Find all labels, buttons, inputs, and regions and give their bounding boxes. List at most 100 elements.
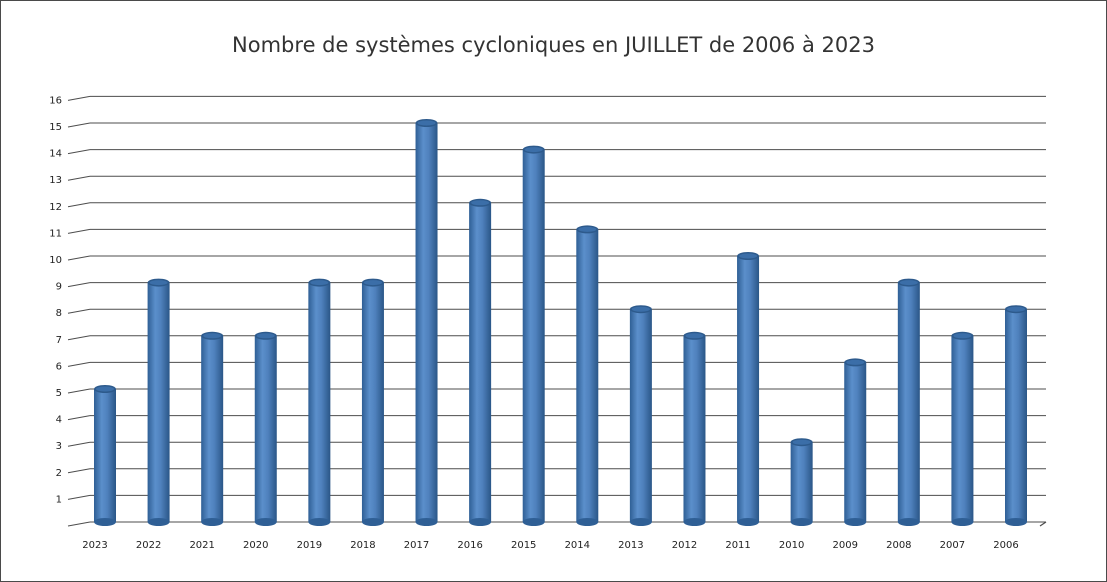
bar-body [469, 202, 492, 523]
grid-lines [67, 95, 1047, 527]
bar-top-inner [578, 226, 597, 232]
y-tick-label: 15 [49, 122, 62, 133]
bar [469, 198, 492, 526]
grid-line-slant [67, 255, 91, 261]
bar-body [415, 123, 438, 522]
y-tick-label: 3 [56, 441, 62, 452]
grid-line-slant [67, 282, 91, 288]
bar-top-inner [792, 439, 811, 445]
bar-base [147, 518, 170, 526]
x-tick-label: 2012 [672, 540, 697, 551]
bar [415, 119, 438, 526]
x-tick-label: 2008 [886, 540, 911, 551]
bar-top-inner [96, 386, 114, 392]
y-tick-label: 6 [56, 361, 62, 372]
bar-base [94, 518, 116, 526]
bar [201, 331, 224, 526]
y-tick-label: 2 [56, 468, 62, 479]
bar-base [790, 518, 813, 526]
bar [254, 331, 277, 526]
bar [737, 252, 760, 526]
x-tick-label: 2016 [457, 540, 482, 551]
y-tick-label: 9 [56, 282, 62, 293]
bar [790, 438, 813, 526]
bar-base [469, 518, 492, 526]
x-tick-label: 2018 [350, 540, 375, 551]
x-tick-label: 2023 [82, 540, 107, 551]
bars [94, 119, 1027, 526]
bar-base [683, 518, 706, 526]
x-tick-label: 2015 [511, 540, 536, 551]
bar-top-inner [310, 280, 329, 286]
bar-base [201, 518, 224, 526]
bar-top-inner [203, 333, 222, 339]
bar-body [1005, 309, 1027, 522]
y-tick-label: 13 [49, 175, 62, 186]
x-tick-label: 2022 [136, 540, 161, 551]
bar-base [254, 518, 277, 526]
x-tick-label: 2021 [189, 540, 214, 551]
bar [629, 305, 652, 526]
y-tick-label: 5 [56, 388, 62, 399]
bar-top-inner [149, 280, 168, 286]
bar-body [576, 229, 599, 522]
bar-base [576, 518, 599, 526]
bar-body [147, 282, 170, 522]
grid-line-slant [67, 228, 91, 234]
bar-body [683, 335, 706, 522]
x-tick-label: 2020 [243, 540, 268, 551]
bar-base [522, 518, 545, 526]
bar-top-inner [685, 333, 704, 339]
grid-line-slant [67, 441, 91, 447]
x-tick-label: 2019 [297, 540, 322, 551]
chart-title: Nombre de systèmes cycloniques en JUILLE… [232, 33, 875, 57]
x-axis-labels: 2023 2022 2021 2020 2019 2018 2017 2016 2015 2014… [82, 540, 1018, 551]
x-tick-label: 2009 [833, 540, 858, 551]
bar-base [951, 518, 974, 526]
bar-base [629, 518, 652, 526]
bar-body [522, 149, 545, 522]
grid-line-slant [67, 95, 91, 101]
bar [897, 278, 920, 526]
y-tick-label: 11 [49, 228, 62, 239]
bar-top-inner [846, 359, 865, 365]
grid-line-slant [67, 308, 91, 314]
bar-top-inner [256, 333, 275, 339]
floor-slant [67, 521, 91, 527]
bar [844, 358, 867, 526]
bar-body [254, 335, 277, 522]
bar-base [415, 518, 438, 526]
bar [94, 385, 116, 526]
bar-base [737, 518, 760, 526]
grid-line-slant [67, 335, 91, 341]
bar-top-inner [471, 200, 490, 206]
bar-base [308, 518, 331, 526]
y-tick-label: 10 [49, 255, 62, 266]
bar-base [1005, 518, 1027, 526]
bar-body [361, 282, 384, 522]
y-tick-label: 14 [49, 149, 62, 160]
grid-line-slant [67, 415, 91, 421]
grid-line-slant [67, 202, 91, 208]
y-tick-label: 1 [56, 494, 62, 505]
grid-line-slant [67, 494, 91, 500]
bar [951, 331, 974, 526]
bar-body [844, 362, 867, 522]
bar-top-inner [363, 280, 382, 286]
bar-body [629, 309, 652, 522]
grid-line-slant [67, 468, 91, 474]
grid-line-slant [67, 149, 91, 155]
bar-top-inner [739, 253, 758, 259]
x-tick-label: 2007 [940, 540, 965, 551]
y-tick-label: 16 [49, 95, 62, 106]
bar [361, 278, 384, 526]
bar [1005, 305, 1027, 526]
grid-line-slant [67, 361, 91, 367]
y-tick-label: 8 [56, 308, 62, 319]
y-tick-label: 12 [49, 202, 62, 213]
x-tick-label: 2014 [565, 540, 590, 551]
y-tick-label: 4 [56, 415, 62, 426]
